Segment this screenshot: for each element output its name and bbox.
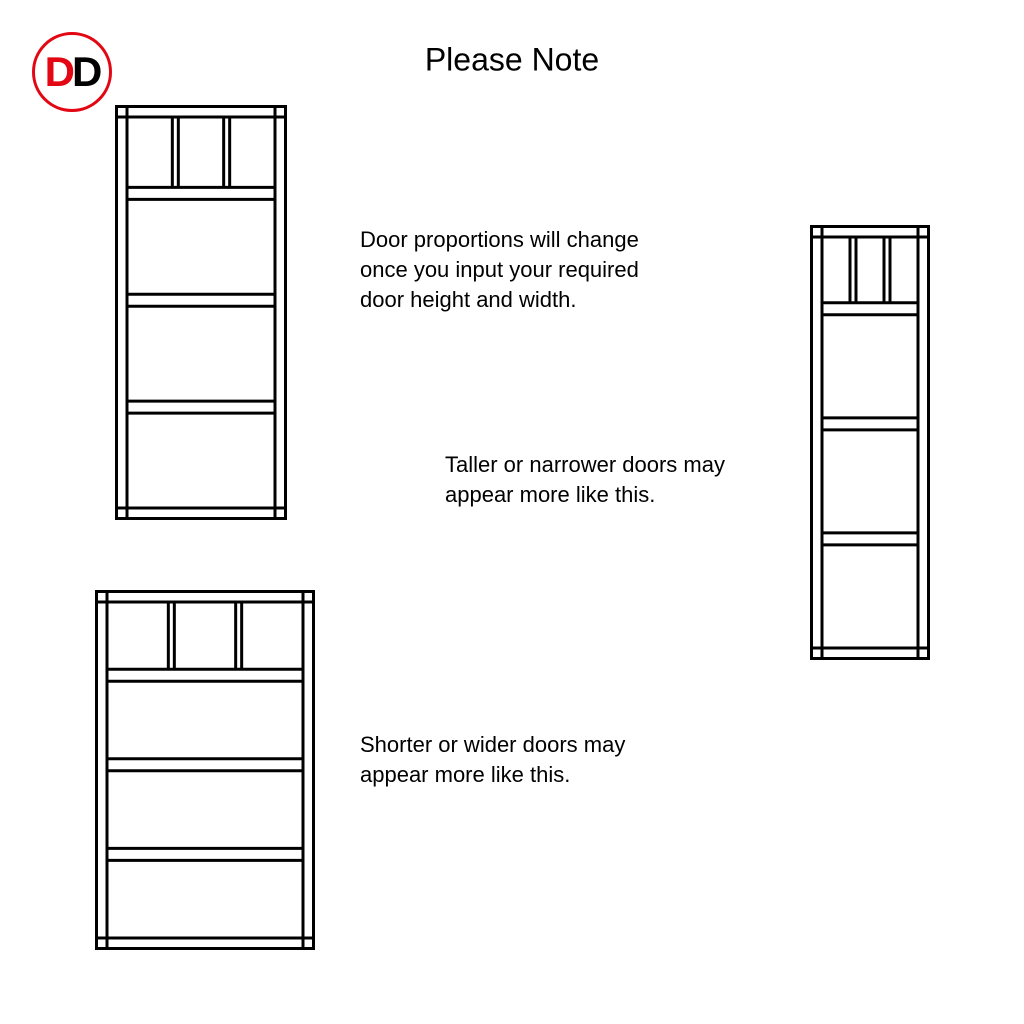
logo-letter-d-black: D	[72, 48, 99, 96]
door-diagram-wide	[95, 590, 315, 950]
logo-letter-d-red: D	[45, 48, 72, 96]
caption-proportions-note: Door proportions will change once you in…	[360, 225, 680, 315]
door-diagram-standard	[115, 105, 287, 520]
caption-shorter-wider: Shorter or wider doors may appear more l…	[360, 730, 680, 790]
caption-taller-narrower: Taller or narrower doors may appear more…	[445, 450, 785, 510]
brand-logo: DD	[32, 32, 112, 112]
page-title: Please Note	[425, 42, 599, 79]
door-diagram-narrow	[810, 225, 930, 660]
diagram-canvas: DD Please Note Door proportions will cha…	[0, 0, 1024, 1024]
